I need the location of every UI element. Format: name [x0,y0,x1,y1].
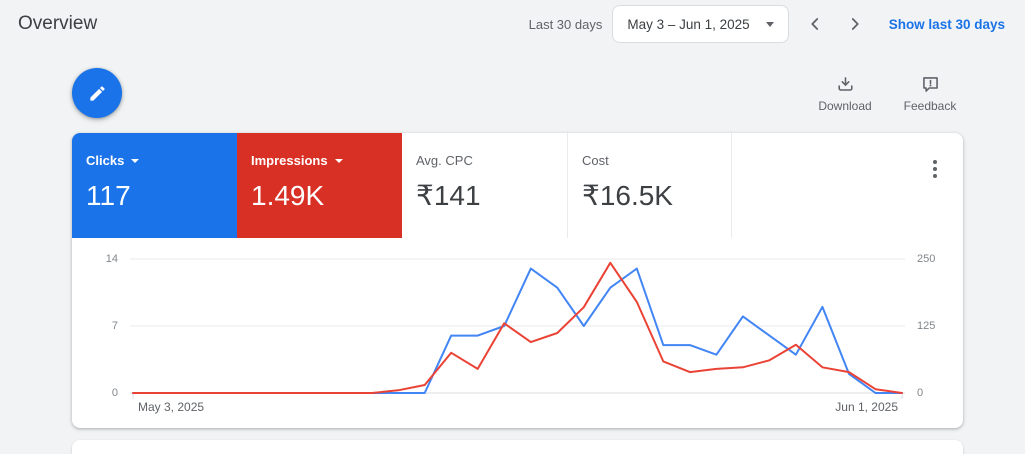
left-axis-tick: 0 [111,387,118,399]
scorecard-cost-value: ₹16.5K [582,180,673,211]
scorecard-impressions[interactable]: Impressions 1.49K [237,133,402,238]
timeseries-svg[interactable] [130,249,905,401]
feedback-icon [922,77,938,92]
x-axis-end-label: Jun 1, 2025 [835,400,898,414]
pencil-icon [89,85,105,101]
x-axis-start-label: May 3, 2025 [138,400,205,414]
left-axis-tick: 7 [111,320,118,332]
date-range-value: May 3 – Jun 1, 2025 [627,16,750,32]
next-section-card-edge [72,440,963,454]
chevron-right-icon [851,18,859,30]
scorecard-clicks[interactable]: Clicks 117 [72,133,237,238]
series-line-impressions [132,261,903,394]
right-axis-tick: 0 [917,387,924,399]
edit-fab-button[interactable] [72,68,122,118]
date-range-label: Last 30 days [528,16,603,32]
chevron-down-icon [131,159,140,163]
date-range-controls: Last 30 days May 3 – Jun 1, 2025 Show la… [529,0,1005,48]
scorecard-impressions-label-text: Impressions [251,153,328,168]
scorecard-clicks-label: Clicks [86,153,223,169]
chevron-down-icon [334,159,343,163]
right-axis-tick: 250 [917,253,936,265]
overview-card: Clicks 117 Impressions 1.49K Avg. CPC ₹1… [72,133,963,428]
chevron-left-icon [811,18,818,30]
chevron-down-icon [765,21,774,27]
previous-period-button[interactable] [799,8,831,40]
scorecard-impressions-label: Impressions [251,153,388,169]
scorecard-impressions-value: 1.49K [251,180,325,211]
feedback-label: Feedback [903,99,957,113]
more-vert-icon [933,160,937,164]
scorecard-avg-cpc[interactable]: Avg. CPC ₹141 [402,133,567,238]
feedback-button[interactable]: Feedback [895,74,965,116]
scorecard-row: Clicks 117 Impressions 1.49K Avg. CPC ₹1… [72,133,963,238]
left-axis-tick: 14 [105,253,118,265]
scorecard-cost-label: Cost [582,153,609,168]
right-axis-tick: 125 [917,320,936,332]
next-period-button[interactable] [839,8,871,40]
download-button[interactable]: Download [810,74,880,116]
scorecard-clicks-label-text: Clicks [86,153,125,168]
scorecard-avg-cpc-label: Avg. CPC [416,153,473,168]
show-last-30-days-link[interactable]: Show last 30 days [888,16,1005,32]
timeseries-chart-area: 14 7 0 250 125 0 May 3, 2025 Jun 1, 2025 [72,238,963,428]
scorecard-cost[interactable]: Cost ₹16.5K [567,133,732,238]
page-title: Overview [18,13,98,34]
more-options-button[interactable] [923,157,947,181]
download-label: Download [818,99,872,113]
scorecard-avg-cpc-value: ₹141 [416,180,481,211]
scorecard-clicks-value: 117 [86,180,131,211]
download-icon [837,77,853,91]
date-range-selector[interactable]: May 3 – Jun 1, 2025 [612,5,789,43]
series-line-clicks [132,267,903,394]
